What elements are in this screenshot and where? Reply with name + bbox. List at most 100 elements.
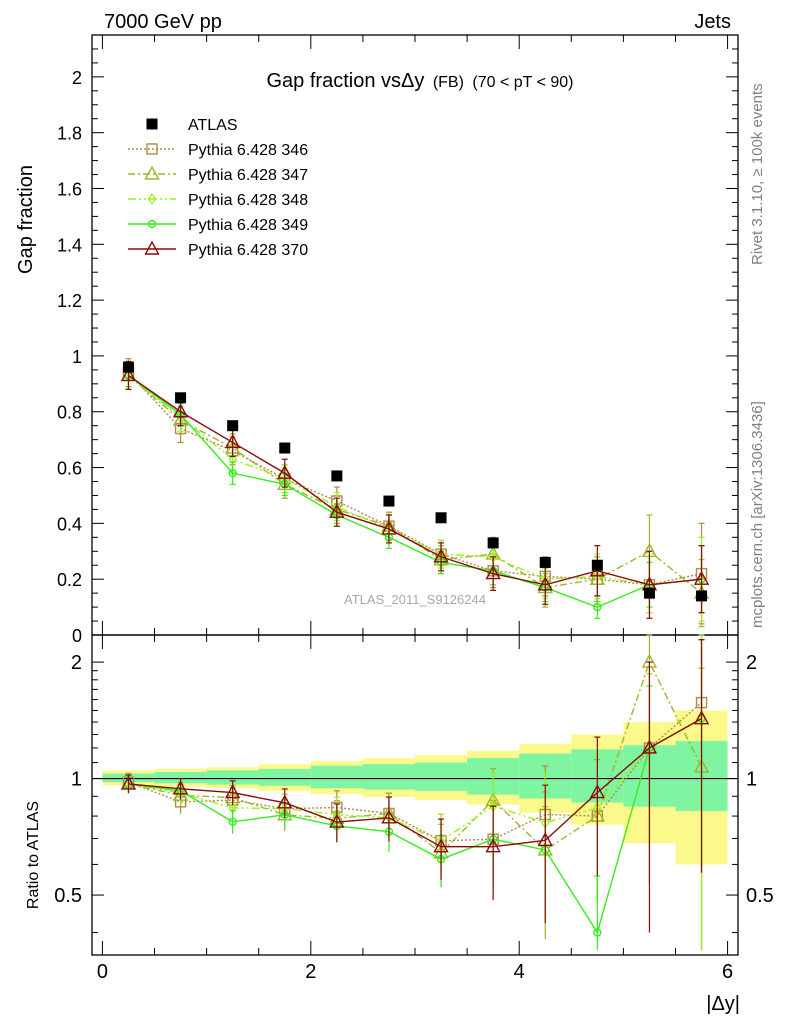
data-point-top [277,464,293,479]
ratio-y-tick-label-left: 1 [71,769,82,791]
data-point-ratio [537,831,553,847]
legend-marker [144,165,160,180]
series-p370 [120,360,710,933]
legend-label: Pythia 6.428 348 [188,192,308,209]
atlas-data-point [487,537,499,549]
title-fb: (FB) [433,74,464,91]
legend-label: Pythia 6.428 349 [188,217,308,234]
header-left: 7000 GeV pp [104,11,222,33]
series-line-ratio [128,718,702,848]
x-tick-label: 0 [97,961,108,983]
atlas-data-point [122,361,134,373]
legend-label: Pythia 6.428 370 [188,242,308,259]
series-atlas [122,361,708,602]
top-y-tick-label: 0.2 [57,570,82,590]
legend-item-atlas: ATLAS [146,117,238,134]
atlas-data-point [331,470,343,482]
series-line-ratio [128,702,702,842]
series-line-ratio [128,718,702,935]
data-point-top [329,503,345,518]
legend-item-p348: Pythia 6.428 348 [128,192,308,209]
atlas-data-point [539,556,551,568]
data-point-top [433,548,449,563]
inner-band-segment [310,765,363,789]
legend-item-p346: Pythia 6.428 346 [128,142,308,159]
series-line-top [128,374,702,586]
x-tick-label: 6 [722,961,733,983]
header-right: Jets [694,11,731,33]
data-point-ratio [228,817,237,826]
series-p346 [122,358,708,951]
legend: ATLAS Pythia 6.428 346 Pythia 6.428 347 Pyt… [128,117,308,259]
legend-item-p349: Pythia 6.428 349 [128,217,308,234]
top-y-tick-label: 1.6 [57,179,82,199]
ratio-y-tick-label-right: 1 [746,769,757,791]
data-point-top [172,403,189,418]
ratio-y-tick-label-left: 2 [71,652,82,674]
x-tick-label: 4 [514,961,525,983]
data-point-ratio [277,794,293,809]
legend-label: ATLAS [188,117,238,134]
top-y-tick-label: 1.8 [57,124,82,144]
legend-item-p347: Pythia 6.428 347 [128,165,308,184]
series-line-top [128,374,702,594]
inner-band-segment [415,762,468,791]
top-y-tick-label: 0.6 [57,459,82,479]
top-y-tick-label: 0.4 [57,514,82,534]
atlas-data-point [175,392,187,404]
data-point-top [224,433,241,449]
legend-marker [146,143,158,155]
top-y-tick-label: 0.8 [57,403,82,423]
data-point-ratio [589,784,606,799]
series-line-ratio [128,718,702,842]
legend-label: Pythia 6.428 346 [188,142,308,159]
atlas-data-point [643,587,655,599]
data-point-ratio [381,809,397,824]
atlas-data-point [435,512,447,524]
data-point-ratio [593,928,602,937]
data-point-top [228,468,237,478]
ratio-y-axis-label: Ratio to ATLAS [25,801,42,909]
top-y-tick-label: 2 [72,68,82,88]
top-y-axis-label: Gap fraction [15,165,37,274]
data-point-top [381,520,397,535]
top-y-tick-label: 0 [72,626,82,646]
legend-marker [147,219,157,229]
top-y-tick-label: 1.2 [57,291,82,311]
series-line-top [128,374,702,608]
ratio-y-tick-label-right: 0.5 [746,885,774,907]
atlas-data-point [591,559,603,571]
data-series [120,358,710,951]
atlas-data-point [227,420,239,432]
top-y-tick-label: 1 [72,347,82,367]
data-point-top [537,576,553,591]
atlas-data-point [279,442,291,454]
legend-item-p370: Pythia 6.428 370 [128,240,308,259]
x-tick-label: 2 [305,961,316,983]
data-point-top [593,602,602,612]
axis-tick-labels: 0 0.2 0.4 0.6 0.8 1 1.2 1.4 1.6 1.8 2 0 2 4 6 0.5 0.5 1 1 2… [54,68,774,983]
inner-band-segment [362,764,415,790]
data-point-ratio [433,838,449,853]
data-point-top [485,565,501,580]
legend-marker [144,240,160,255]
data-point-ratio [329,813,345,828]
inner-band-segment [258,768,311,786]
ratio-y-tick-label-right: 2 [746,652,757,674]
series-line-top [128,374,702,586]
atlas-uncertainty-bands [102,710,728,865]
series-line-top [127,372,702,586]
series-p347 [120,360,710,951]
plot-title: Gap fraction vsΔy (FB) (70 < pT < 90) [267,70,574,92]
legend-label: Pythia 6.428 347 [188,167,308,184]
inner-band-segment [154,771,207,784]
series-line-ratio [128,660,703,854]
data-point-ratio [641,739,658,754]
rivet-label: Rivet 3.1.10, ≥ 100k events [749,83,766,265]
data-point-ratio [224,784,241,799]
legend-marker [147,192,157,206]
data-point-top [120,366,137,382]
analysis-watermark: ATLAS_2011_S9126244 [344,592,486,607]
mcplots-label: mcplots.cern.ch [arXiv:1306.3436] [749,401,766,628]
